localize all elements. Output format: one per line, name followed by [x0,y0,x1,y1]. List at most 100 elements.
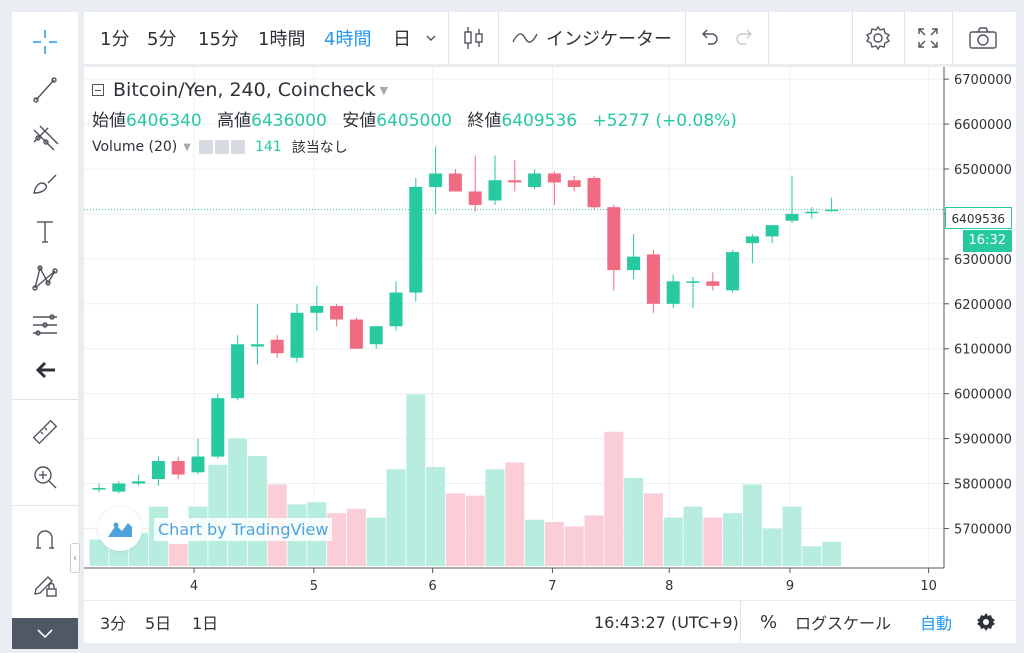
toolbar-separator [685,12,686,64]
trendline-icon[interactable] [12,68,78,112]
percent-scale-toggle[interactable]: % [760,611,778,633]
candle-body [112,483,126,492]
tradingview-watermark[interactable]: Chart by TradingView [98,507,333,551]
caret-down-icon[interactable]: ▼ [183,141,191,153]
lock-drawing-icon[interactable] [12,562,78,606]
interval-15m[interactable]: 15分 [198,29,239,50]
volume-bar [406,394,426,566]
candle-body [587,177,601,208]
volume-bar [505,462,525,566]
interval-1m[interactable]: 1分 [100,29,130,50]
interval-1d[interactable]: 日 [393,29,411,50]
log-scale-toggle[interactable]: ログスケール [795,614,892,633]
magnet-icon[interactable] [12,517,78,561]
pitchfork-icon[interactable] [12,115,78,159]
volume-bar [703,517,723,566]
candle-body [646,254,660,304]
volume-controls [198,140,245,154]
toolbar-separator [852,12,853,64]
clock-timezone[interactable]: 16:43:27 (UTC+9) [594,612,739,632]
candle-body [409,186,423,293]
candle-body [666,281,680,304]
symbol-title-row: Bitcoin/Yen, 240, Coincheck ▼ [92,79,747,101]
range-5d[interactable]: 5日 [145,614,172,633]
y-tick-label: 5800000 [954,478,1012,493]
volume-bar [683,506,703,566]
toolbar-divider [12,505,78,506]
candle-body [726,252,740,291]
zoom-in-icon[interactable] [12,455,78,499]
chevron-down-icon[interactable] [12,618,78,649]
candle-body [369,326,383,345]
drawing-toolbar [12,12,78,649]
candle-body [290,312,304,358]
collapse-legend-icon[interactable] [92,84,104,96]
toolbar-separator [448,12,449,64]
interval-dropdown-chevron-icon[interactable] [424,12,438,64]
fullscreen-icon[interactable] [916,12,940,64]
settings-gear-icon[interactable] [864,12,892,64]
candlestick-chart[interactable]: 6700000660000065000006400000630000062000… [84,67,1016,600]
undo-icon[interactable] [698,12,720,64]
volume-bar [564,526,584,566]
indicators-label: インジケーター [546,29,672,50]
camera-snapshot-icon[interactable] [968,12,998,64]
volume-bar [89,539,109,566]
volume-bar [525,519,545,566]
brush-icon[interactable] [12,162,78,206]
candle-style-icon[interactable] [462,12,486,64]
toolbar-separator [740,601,741,643]
range-1d[interactable]: 1日 [192,614,219,633]
low-label: 安値 [342,111,377,131]
interval-5m[interactable]: 5分 [147,29,177,50]
caret-down-icon[interactable]: ▼ [379,83,389,97]
candle-body [448,173,462,192]
candle-body [429,173,443,187]
redo-icon[interactable] [734,12,756,64]
collapse-toolbar-handle[interactable]: ‹ [70,543,80,573]
close-icon[interactable] [230,140,245,154]
symbol-title[interactable]: Bitcoin/Yen, 240, Coincheck [113,79,376,101]
bottom-toolbar: 3分 5日 1日 16:43:27 (UTC+9) % ログスケール 自動 [84,601,1016,643]
candle-body [270,339,284,354]
candle-body [211,398,225,457]
candle-body [607,207,621,271]
candle-body [330,306,344,320]
top-toolbar: 1分 5分 15分 1時間 4時間 日 インジケーター [84,12,1016,64]
candle-body [547,173,561,183]
eye-icon[interactable] [198,140,213,154]
indicator-wave-icon [512,33,538,43]
watermark-text[interactable]: Chart by TradingView [154,517,333,541]
ruler-icon[interactable] [12,410,78,454]
candle-body [508,180,522,183]
toolbar-separator [904,12,905,64]
text-icon[interactable] [12,209,78,253]
chart-pane[interactable]: 6700000660000065000006400000630000062000… [84,67,1016,600]
back-arrow-icon[interactable] [12,348,78,392]
settings-gear-icon[interactable] [976,601,996,643]
change-value: +5277 (+0.08%) [592,111,737,131]
range-3m[interactable]: 3分 [100,614,127,633]
fib-retracement-icon[interactable] [12,303,78,347]
indicators-button[interactable]: インジケーター [512,12,672,64]
volume-bar [445,493,465,566]
volume-label[interactable]: Volume (20) [92,139,178,155]
volume-bar [604,431,624,566]
interval-1h[interactable]: 1時間 [258,29,306,50]
interval-4h[interactable]: 4時間 [324,29,372,50]
candle-body [349,319,363,349]
toolbar-separator [498,12,499,64]
settings-icon[interactable] [214,140,229,154]
toolbar-separator [952,12,953,64]
candle-body [785,213,799,221]
candle-body [151,461,165,480]
candle-body [488,180,502,201]
chart-legend: Bitcoin/Yen, 240, Coincheck ▼ 始値6406340 … [92,79,747,157]
auto-scale-toggle[interactable]: 自動 [920,614,953,633]
y-tick-label: 6200000 [954,298,1012,313]
candle-body [171,461,185,475]
pattern-icon[interactable] [12,256,78,300]
candle-body [745,236,759,244]
crosshair-icon[interactable] [12,20,78,64]
volume-bar [168,544,188,566]
